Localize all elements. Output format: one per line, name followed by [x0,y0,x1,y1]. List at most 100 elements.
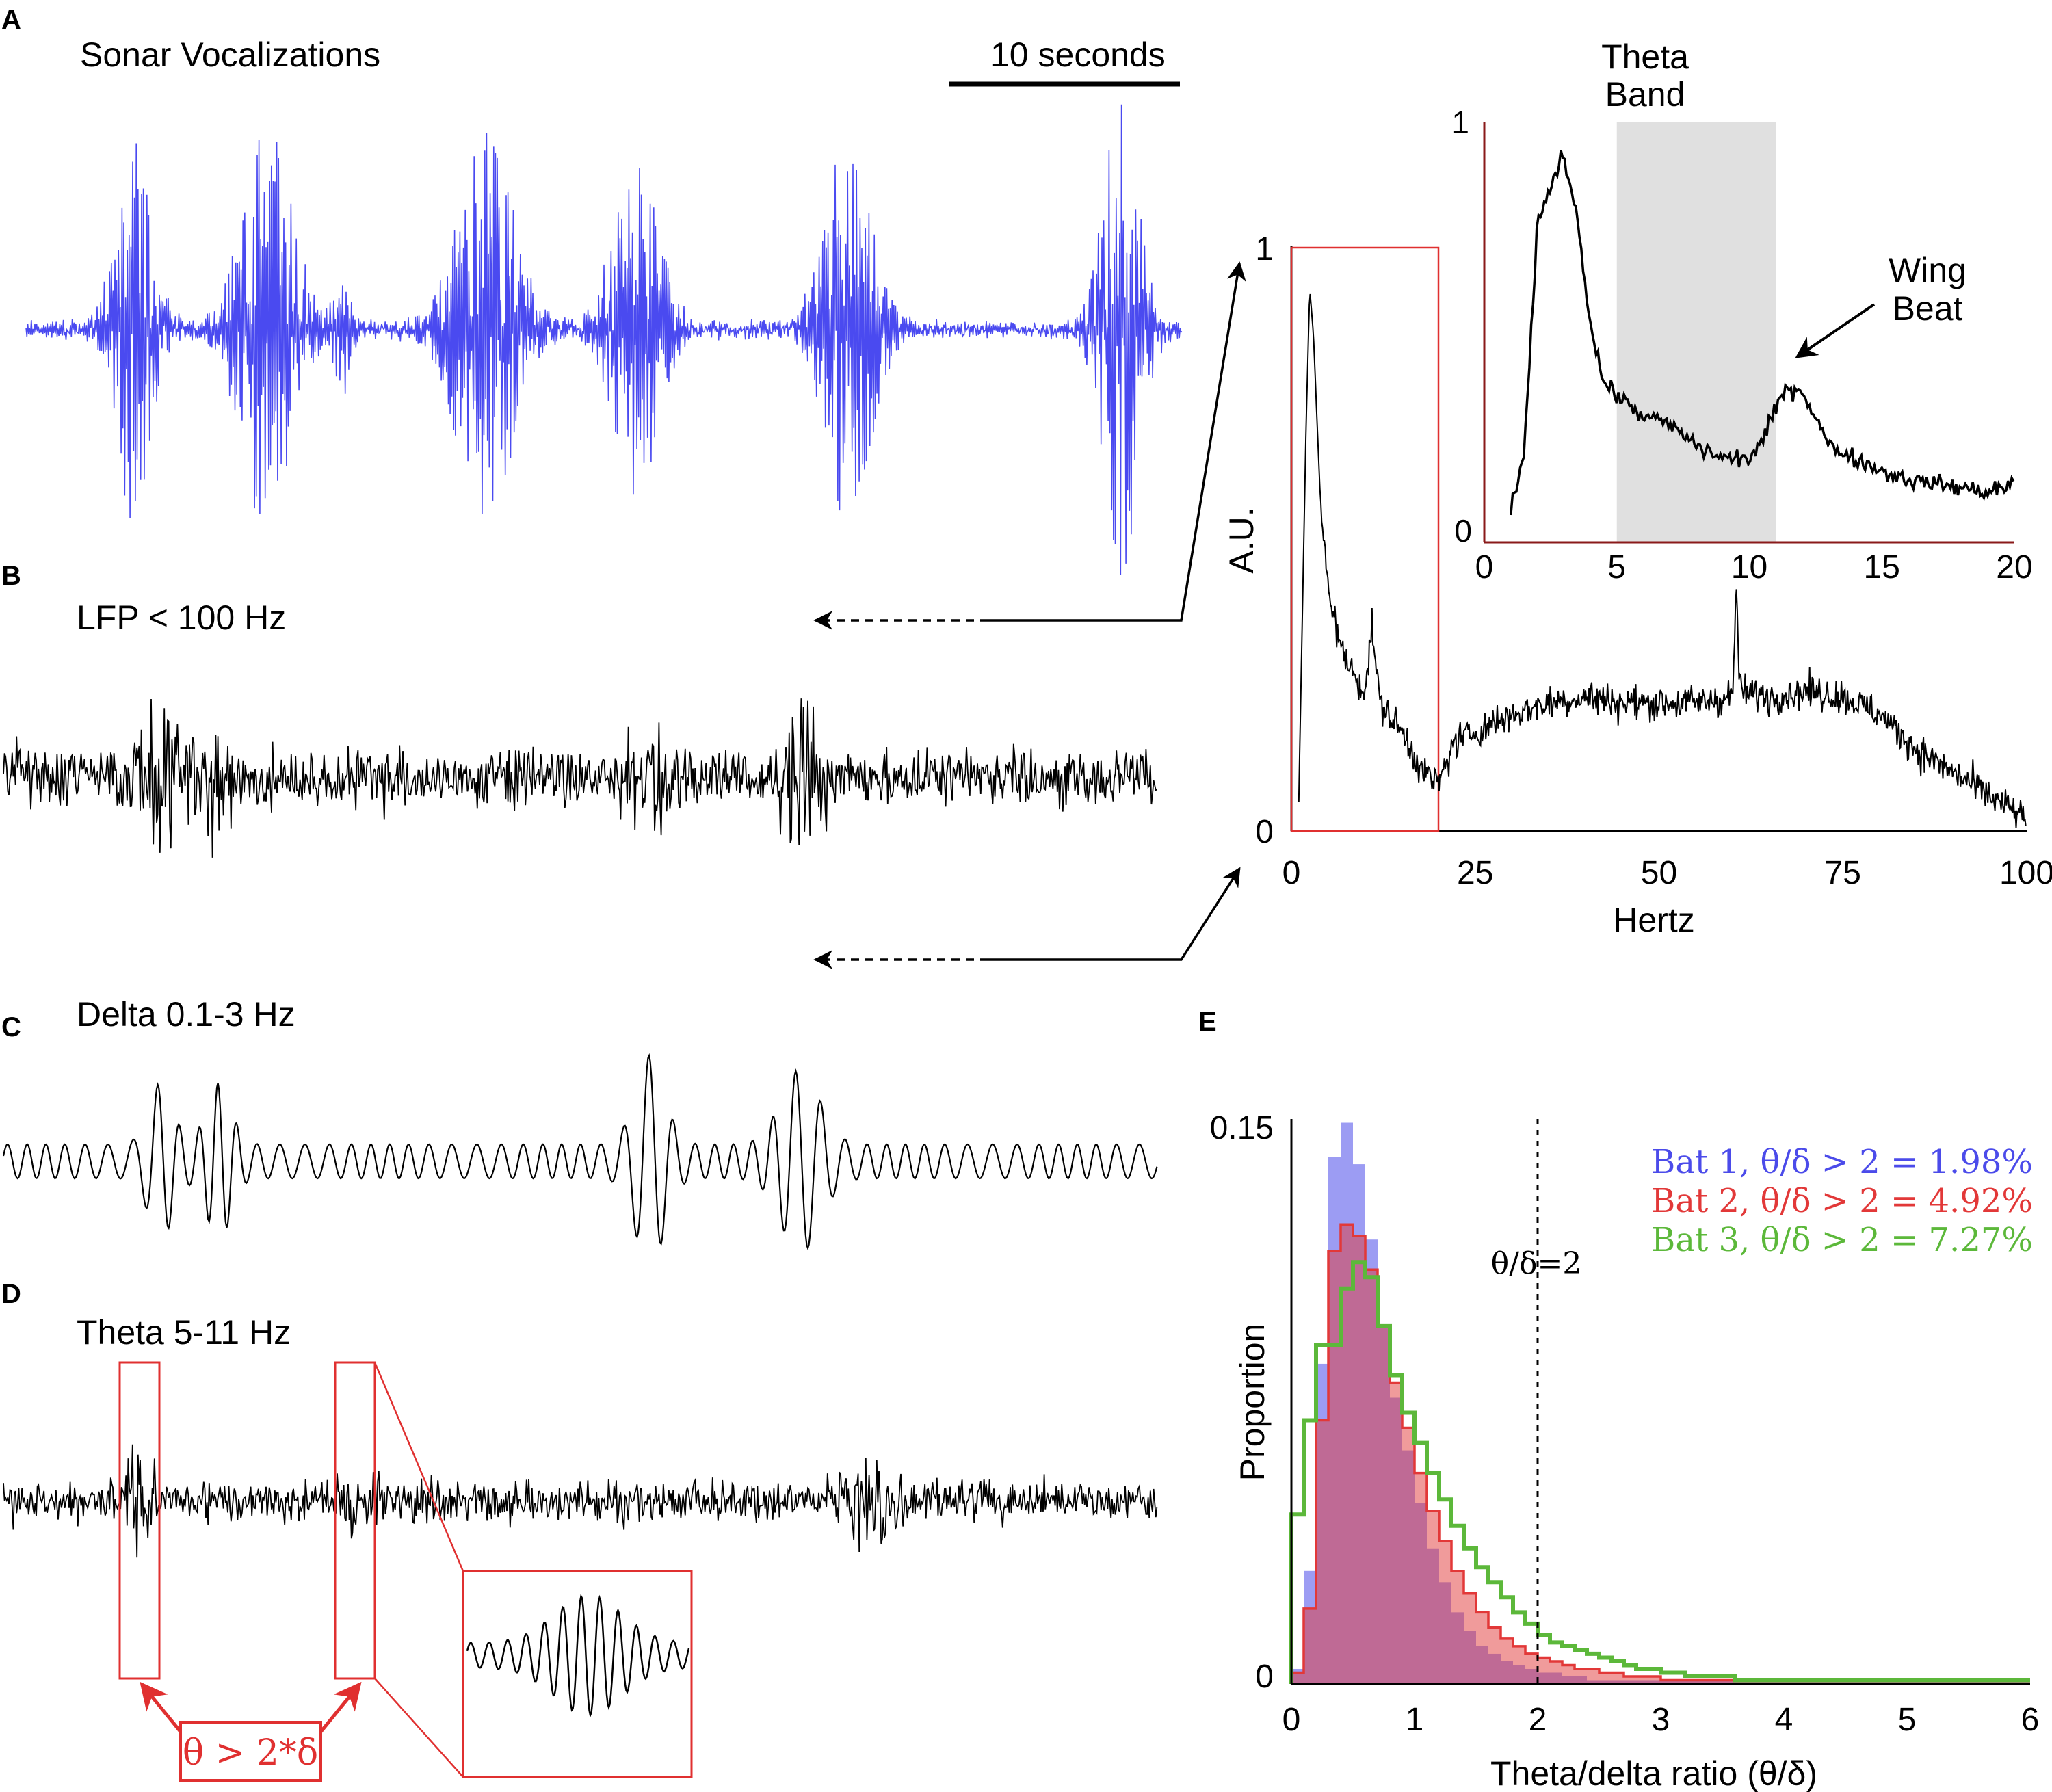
psd-xtick-100: 100 [1999,855,2052,891]
lfp-trace [3,698,1157,858]
hist-xtick-1: 1 [1406,1702,1424,1738]
panel-d: D Theta 5-11 Hz θ > 2*δ [1,1279,1158,1782]
panel-a: A Sonar Vocalizations 10 seconds [1,5,1183,575]
hist-bar-bat2-31 [1673,1680,1685,1684]
panel-b-letter: B [1,561,21,591]
annotation-arrow-right [319,1681,362,1733]
hist-bar-bat2-6 [1365,1269,1378,1684]
theta-band-shading [1616,122,1776,542]
link-arrow-upper-psd [988,261,1246,622]
hist-bar-bat2-5 [1353,1235,1365,1684]
hist-ylabel: Proportion [1233,1323,1272,1481]
hist-bar-bat2-34 [1710,1680,1722,1684]
hist-bar-bat2-20 [1538,1657,1550,1684]
theta-trace [3,1444,1158,1558]
inset-xticks: 0 5 10 15 20 [1475,549,2033,585]
hist-bar-bat2-27 [1624,1676,1636,1684]
hist-bar-bat2-26 [1612,1672,1624,1684]
hist-bar-bat2-12 [1439,1540,1451,1684]
psd-xticks: 0 25 50 75 100 [1282,855,2052,891]
inset-ytick-0: 0 [1454,513,1472,549]
wing-beat-label-line1: Wing [1889,251,1967,289]
legend-bat3: Bat 3, θ/δ > 2 = 7.27% [1651,1221,2033,1259]
hist-ytick-0: 0 [1255,1659,1274,1695]
hist-bar-bat2-24 [1587,1668,1599,1684]
hist-bar-bat2-23 [1575,1668,1587,1684]
hist-bar-bat2-8 [1390,1382,1402,1684]
panel-c: C Delta 0.1-3 Hz [1,995,1158,1251]
annotation-arrow-left [140,1681,182,1733]
panel-a-letter: A [1,5,21,35]
hist-bar-bat2-10 [1415,1473,1427,1684]
inset-xtick-5: 5 [1607,549,1626,585]
hist-bar-bat2-7 [1378,1326,1390,1684]
hist-bar-bat2-9 [1402,1427,1415,1684]
panel-a-title: Sonar Vocalizations [80,36,380,74]
psd-xtick-0: 0 [1282,855,1301,891]
hist-bar-bat2-28 [1636,1676,1648,1684]
hist-xticks: 0 1 2 3 4 5 6 [1282,1702,2040,1738]
hist-xlabel: Theta/delta ratio (θ/δ) [1490,1754,1817,1792]
wing-beat-label-line2: Beat [1893,289,1963,328]
inset-xtick-0: 0 [1475,549,1494,585]
panel-e: E θ/δ=2 0.15 0 Proportion 0 1 2 3 4 5 6 Theta/… [1198,1007,2039,1792]
panel-b-title: LFP < 100 Hz [77,598,286,637]
link-arrow-lower-psd [988,867,1241,961]
annotation-box [179,1721,322,1782]
hist-bar-bat2-22 [1562,1665,1575,1684]
hist-bar-bat2-35 [1722,1680,1735,1684]
legend-bat1: Bat 1, θ/δ > 2 = 1.98% [1651,1143,2033,1181]
psd-xtick-25: 25 [1457,855,1493,891]
panel-e-letter: E [1198,1007,1217,1037]
hist-xtick-3: 3 [1652,1702,1670,1738]
hist-bar-bat2-2 [1316,1420,1328,1684]
panel-c-title: Delta 0.1-3 Hz [77,995,295,1033]
theta-window-1 [118,1361,161,1680]
hist-legend: Bat 1, θ/δ > 2 = 1.98%Bat 2, θ/δ > 2 = 4… [1651,1143,2033,1259]
psd-ytick-1: 1 [1255,231,1274,267]
hist-xtick-2: 2 [1529,1702,1547,1738]
hist-bar-bat2-21 [1550,1661,1562,1684]
hist-bar-bat2-3 [1328,1250,1341,1684]
hist-outline-bat3 [1289,1260,2030,1684]
psd-line [1298,293,2027,828]
hist-bar-bat2-30 [1661,1680,1673,1684]
inset-xtick-15: 15 [1864,549,1900,585]
annotation-text: θ > 2*δ [183,1732,318,1774]
histogram [1289,1122,2030,1684]
hist-bar-bat2-17 [1501,1638,1513,1684]
scalebar-label: 10 seconds [990,36,1166,74]
psd-xlabel: Hertz [1613,901,1694,939]
hist-bar-bat2-1 [1304,1608,1316,1684]
threshold-label: θ/δ=2 [1491,1246,1582,1281]
hist-bar-bat2-14 [1464,1593,1476,1684]
legend-bat2: Bat 2, θ/δ > 2 = 4.92% [1651,1182,2033,1220]
hist-ytick-max: 0.15 [1210,1110,1274,1146]
psd-zoom-region [1290,246,1440,832]
psd-ylabel: A.U. [1222,507,1261,573]
hist-xtick-6: 6 [2021,1702,2040,1738]
psd-xtick-75: 75 [1825,855,1861,891]
psd-inset-chart: 1 0 0 5 10 15 20 Theta Band Wing Beat [1451,38,2032,585]
panel-d-letter: D [1,1279,21,1309]
zoom-box [462,1570,693,1778]
theta-band-label-line1: Theta [1601,38,1689,76]
panel-c-letter: C [1,1012,21,1042]
inset-xtick-10: 10 [1731,549,1767,585]
inset-line [1510,150,2015,516]
inset-ytick-1: 1 [1451,105,1469,140]
hist-bar-bat2-32 [1685,1680,1698,1684]
psd-ytick-0: 0 [1255,814,1274,850]
zoom-line-top [373,1362,464,1572]
hist-xtick-5: 5 [1898,1702,1917,1738]
hist-bar-bat2-25 [1599,1672,1612,1684]
panel-b: B LFP < 100 Hz [1,261,1246,969]
wing-beat-arrow [1795,303,1876,358]
hist-bar-bat2-33 [1698,1680,1710,1684]
hist-bar-bat2-11 [1427,1510,1439,1684]
inset-xtick-20: 20 [1996,549,2032,585]
delta-trace [2,1053,1158,1251]
hist-bar-bat2-4 [1341,1224,1353,1684]
hist-xtick-4: 4 [1775,1702,1793,1738]
